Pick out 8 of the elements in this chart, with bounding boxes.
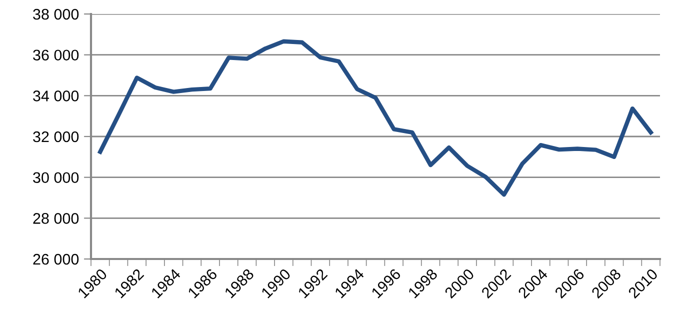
- y-tick-label: 26 000: [33, 254, 79, 265]
- y-tick-label: 36 000: [33, 50, 79, 61]
- y-tick-label: 38 000: [33, 8, 79, 20]
- y-tick-label: 28 000: [33, 213, 79, 224]
- y-tick-label: 34 000: [33, 90, 79, 102]
- line-series: [98, 39, 653, 197]
- y-tick-label: 30 000: [33, 172, 79, 184]
- y-tick-label: 32 000: [33, 131, 79, 142]
